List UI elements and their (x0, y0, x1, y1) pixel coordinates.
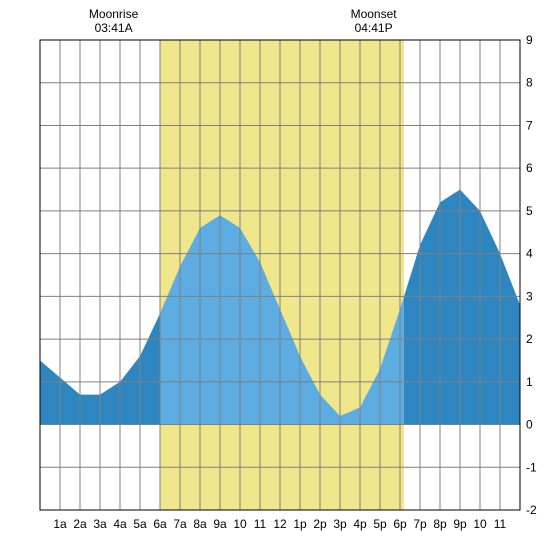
x-tick-label: 7a (173, 517, 187, 531)
moonrise-time: 03:41A (95, 21, 133, 35)
x-tick-label: 6p (393, 517, 407, 531)
y-tick-label: 3 (526, 289, 533, 303)
y-tick-label: 2 (526, 332, 533, 346)
x-tick-label: 2a (73, 517, 87, 531)
y-tick-label: 7 (526, 118, 533, 132)
x-tick-label: 4p (353, 517, 367, 531)
y-tick-label: -1 (526, 460, 537, 474)
moonset-label: Moonset (351, 7, 398, 21)
x-tick-label: 11 (254, 517, 267, 531)
x-tick-label: 11 (494, 517, 507, 531)
x-tick-label: 1p (293, 517, 307, 531)
x-tick-label: 9p (453, 517, 467, 531)
y-tick-label: 0 (526, 418, 533, 432)
x-tick-label: 12 (273, 517, 287, 531)
y-tick-label: 9 (526, 33, 533, 47)
y-tick-label: -2 (526, 503, 537, 517)
x-tick-label: 4a (113, 517, 127, 531)
y-tick-label: 8 (526, 76, 533, 90)
chart-svg: -2-101234567891a2a3a4a5a6a7a8a9a1011121p… (0, 0, 550, 550)
x-tick-label: 7p (413, 517, 427, 531)
x-tick-label: 9a (213, 517, 227, 531)
x-tick-label: 8a (193, 517, 207, 531)
y-tick-label: 5 (526, 204, 533, 218)
x-tick-label: 3a (93, 517, 107, 531)
moonset-time: 04:41P (355, 21, 393, 35)
x-tick-label: 5a (133, 517, 147, 531)
moonrise-label: Moonrise (89, 7, 139, 21)
x-tick-label: 10 (233, 517, 247, 531)
tide-chart: -2-101234567891a2a3a4a5a6a7a8a9a1011121p… (0, 0, 550, 550)
x-tick-label: 2p (313, 517, 327, 531)
x-tick-label: 8p (433, 517, 447, 531)
x-tick-label: 6a (153, 517, 167, 531)
y-tick-label: 1 (526, 375, 533, 389)
x-tick-label: 5p (373, 517, 387, 531)
x-tick-label: 1a (53, 517, 67, 531)
y-tick-label: 4 (526, 247, 533, 261)
x-tick-label: 10 (473, 517, 487, 531)
y-tick-label: 6 (526, 161, 533, 175)
x-tick-label: 3p (333, 517, 347, 531)
